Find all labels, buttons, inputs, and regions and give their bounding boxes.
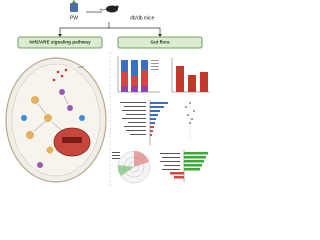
mouse-icon (99, 5, 119, 13)
cell-diagram (5, 57, 107, 183)
panel-header-box (117, 36, 203, 49)
treatment-label: PW (70, 15, 78, 21)
graphical-abstract: PW db/db mice Nrf2/ARE signaling pathway… (5, 0, 210, 187)
lefse-bar-chart (120, 100, 195, 145)
panel-title: Nrf2/ARE signaling pathway (29, 40, 91, 45)
model-label: db/db mice (130, 15, 155, 21)
small-bar-chart (171, 58, 210, 93)
beaker-icon (70, 0, 78, 12)
cladogram (112, 150, 151, 184)
lda-bar-chart (160, 150, 208, 182)
panel-header-box (17, 36, 103, 49)
arrow-heads (58, 34, 162, 37)
page: PW db/db mice Nrf2/ARE signaling pathway… (5, 0, 210, 187)
panel-title: Gut flora (150, 40, 170, 45)
stacked-bar-chart (117, 56, 160, 93)
connector (59, 11, 161, 35)
